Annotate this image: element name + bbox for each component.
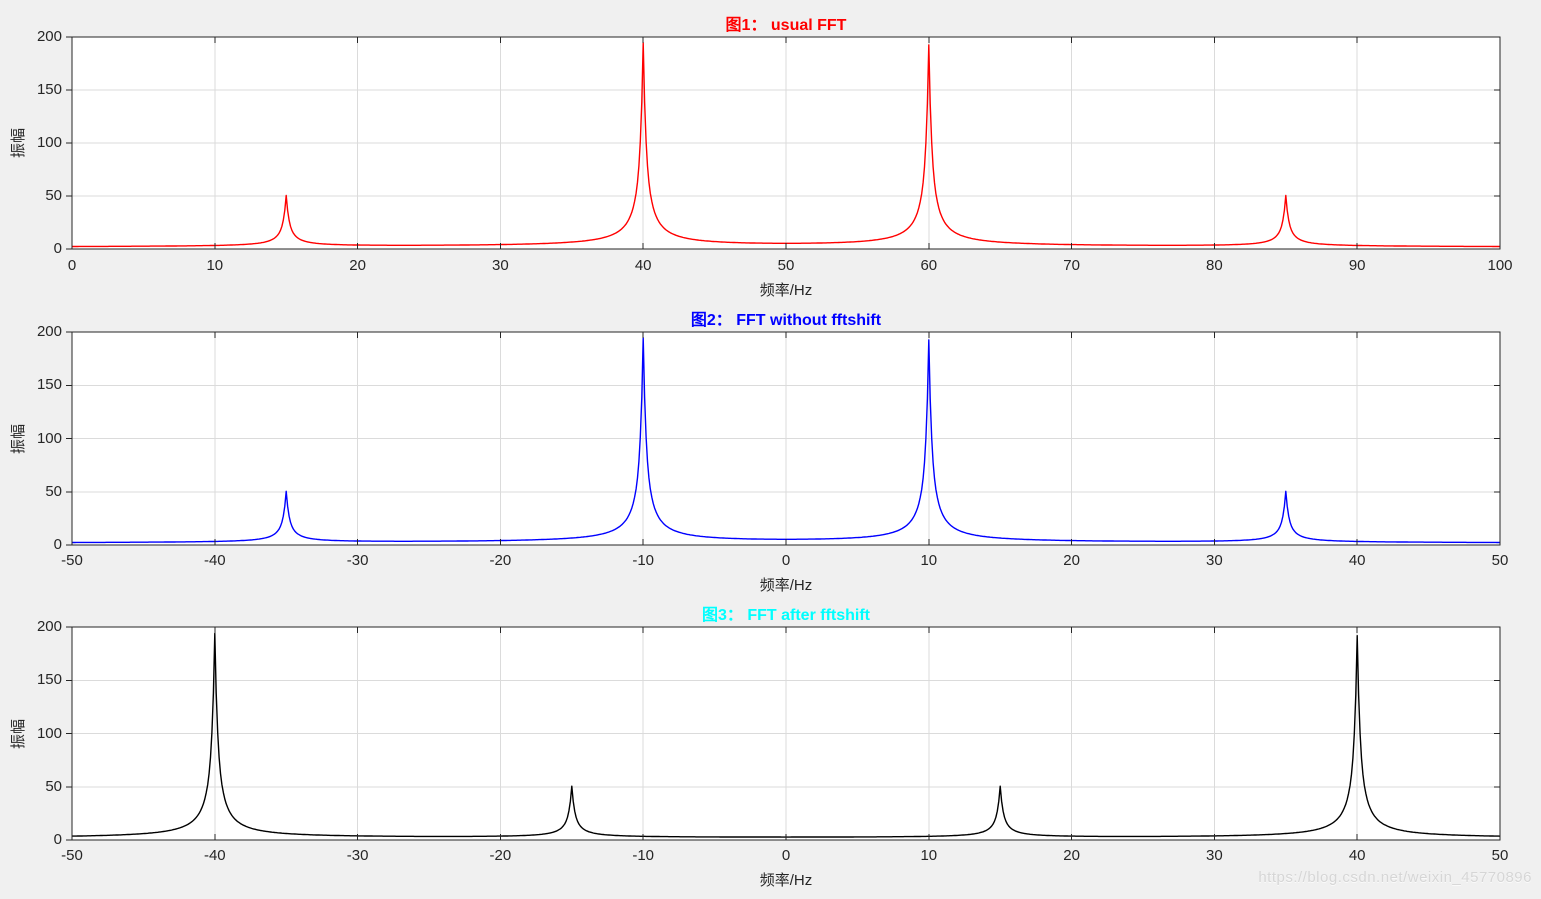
watermark-text: https://blog.csdn.net/weixin_45770896 [1258,869,1532,886]
y-tick-label: 100 [36,134,62,151]
x-tick-label: 0 [781,552,791,569]
x-tick-label: 90 [1348,257,1366,274]
x-tick-label: 0 [67,257,77,274]
x-tick-label: 20 [1063,552,1080,569]
x-tick-label: 40 [634,257,652,274]
x-tick-label: -10 [632,847,655,864]
x-tick-label: -20 [489,847,512,864]
x-tick-label: 20 [349,257,366,274]
plot-area-usual-fft [66,36,1501,250]
y-tick-label: 200 [36,28,62,45]
x-tick-label: 70 [1063,257,1080,274]
y-tick-label: 0 [53,831,62,848]
x-tick-label: -20 [489,552,512,569]
y-tick-label: 50 [45,187,62,204]
x-tick-label: -40 [203,552,226,569]
x-tick-label: 50 [1491,552,1509,569]
plot-title: 图1： usual FFT [725,17,847,34]
x-tick-label: -40 [203,847,226,864]
x-tick-label: -50 [61,552,83,569]
x-tick-label: 10 [920,847,938,864]
y-tick-label: 150 [36,376,62,394]
x-tick-label: 100 [1487,257,1513,274]
x-tick-label: -50 [61,847,83,864]
y-tick-label: 50 [45,777,62,795]
x-tick-label: 30 [1206,552,1223,569]
y-tick-label: 100 [36,429,62,447]
plot-title: 图2： FFT without fftshift [690,312,882,329]
x-axis-label: 频率/Hz [759,872,813,889]
x-tick-label: -30 [346,552,369,569]
y-axis-label: 振幅 [10,423,28,454]
plot-area-fft-without-fftshift [66,331,1501,546]
y-tick-label: 200 [36,618,62,635]
y-axis-label: 振幅 [10,718,28,749]
x-tick-label: 80 [1206,257,1223,274]
x-tick-label: -10 [632,552,655,569]
y-tick-label: 0 [53,240,62,257]
x-tick-label: 20 [1063,847,1080,864]
plot-title: 图3： FFT after fftshift [702,607,870,624]
x-tick-label: 10 [206,257,224,274]
x-tick-label: 40 [1348,552,1366,569]
y-axis-label: 振幅 [10,127,28,159]
x-tick-label: -30 [346,847,369,864]
y-tick-label: 0 [53,536,62,553]
x-tick-label: 50 [777,257,795,274]
x-axis-label: 频率/Hz [759,577,813,594]
y-tick-label: 150 [36,671,62,689]
y-tick-label: 200 [36,323,62,340]
y-tick-label: 50 [45,482,62,500]
x-tick-label: 0 [781,847,791,864]
x-tick-label: 30 [1206,847,1223,864]
plot-area-fft-after-fftshift [66,626,1501,841]
x-tick-label: 60 [920,257,938,274]
x-tick-label: 40 [1348,847,1366,864]
x-tick-label: 30 [492,257,509,274]
y-tick-label: 100 [36,724,62,742]
y-tick-label: 150 [36,81,62,98]
x-tick-label: 10 [920,552,938,569]
x-tick-label: 50 [1491,847,1509,864]
x-axis-label: 频率/Hz [759,282,813,299]
